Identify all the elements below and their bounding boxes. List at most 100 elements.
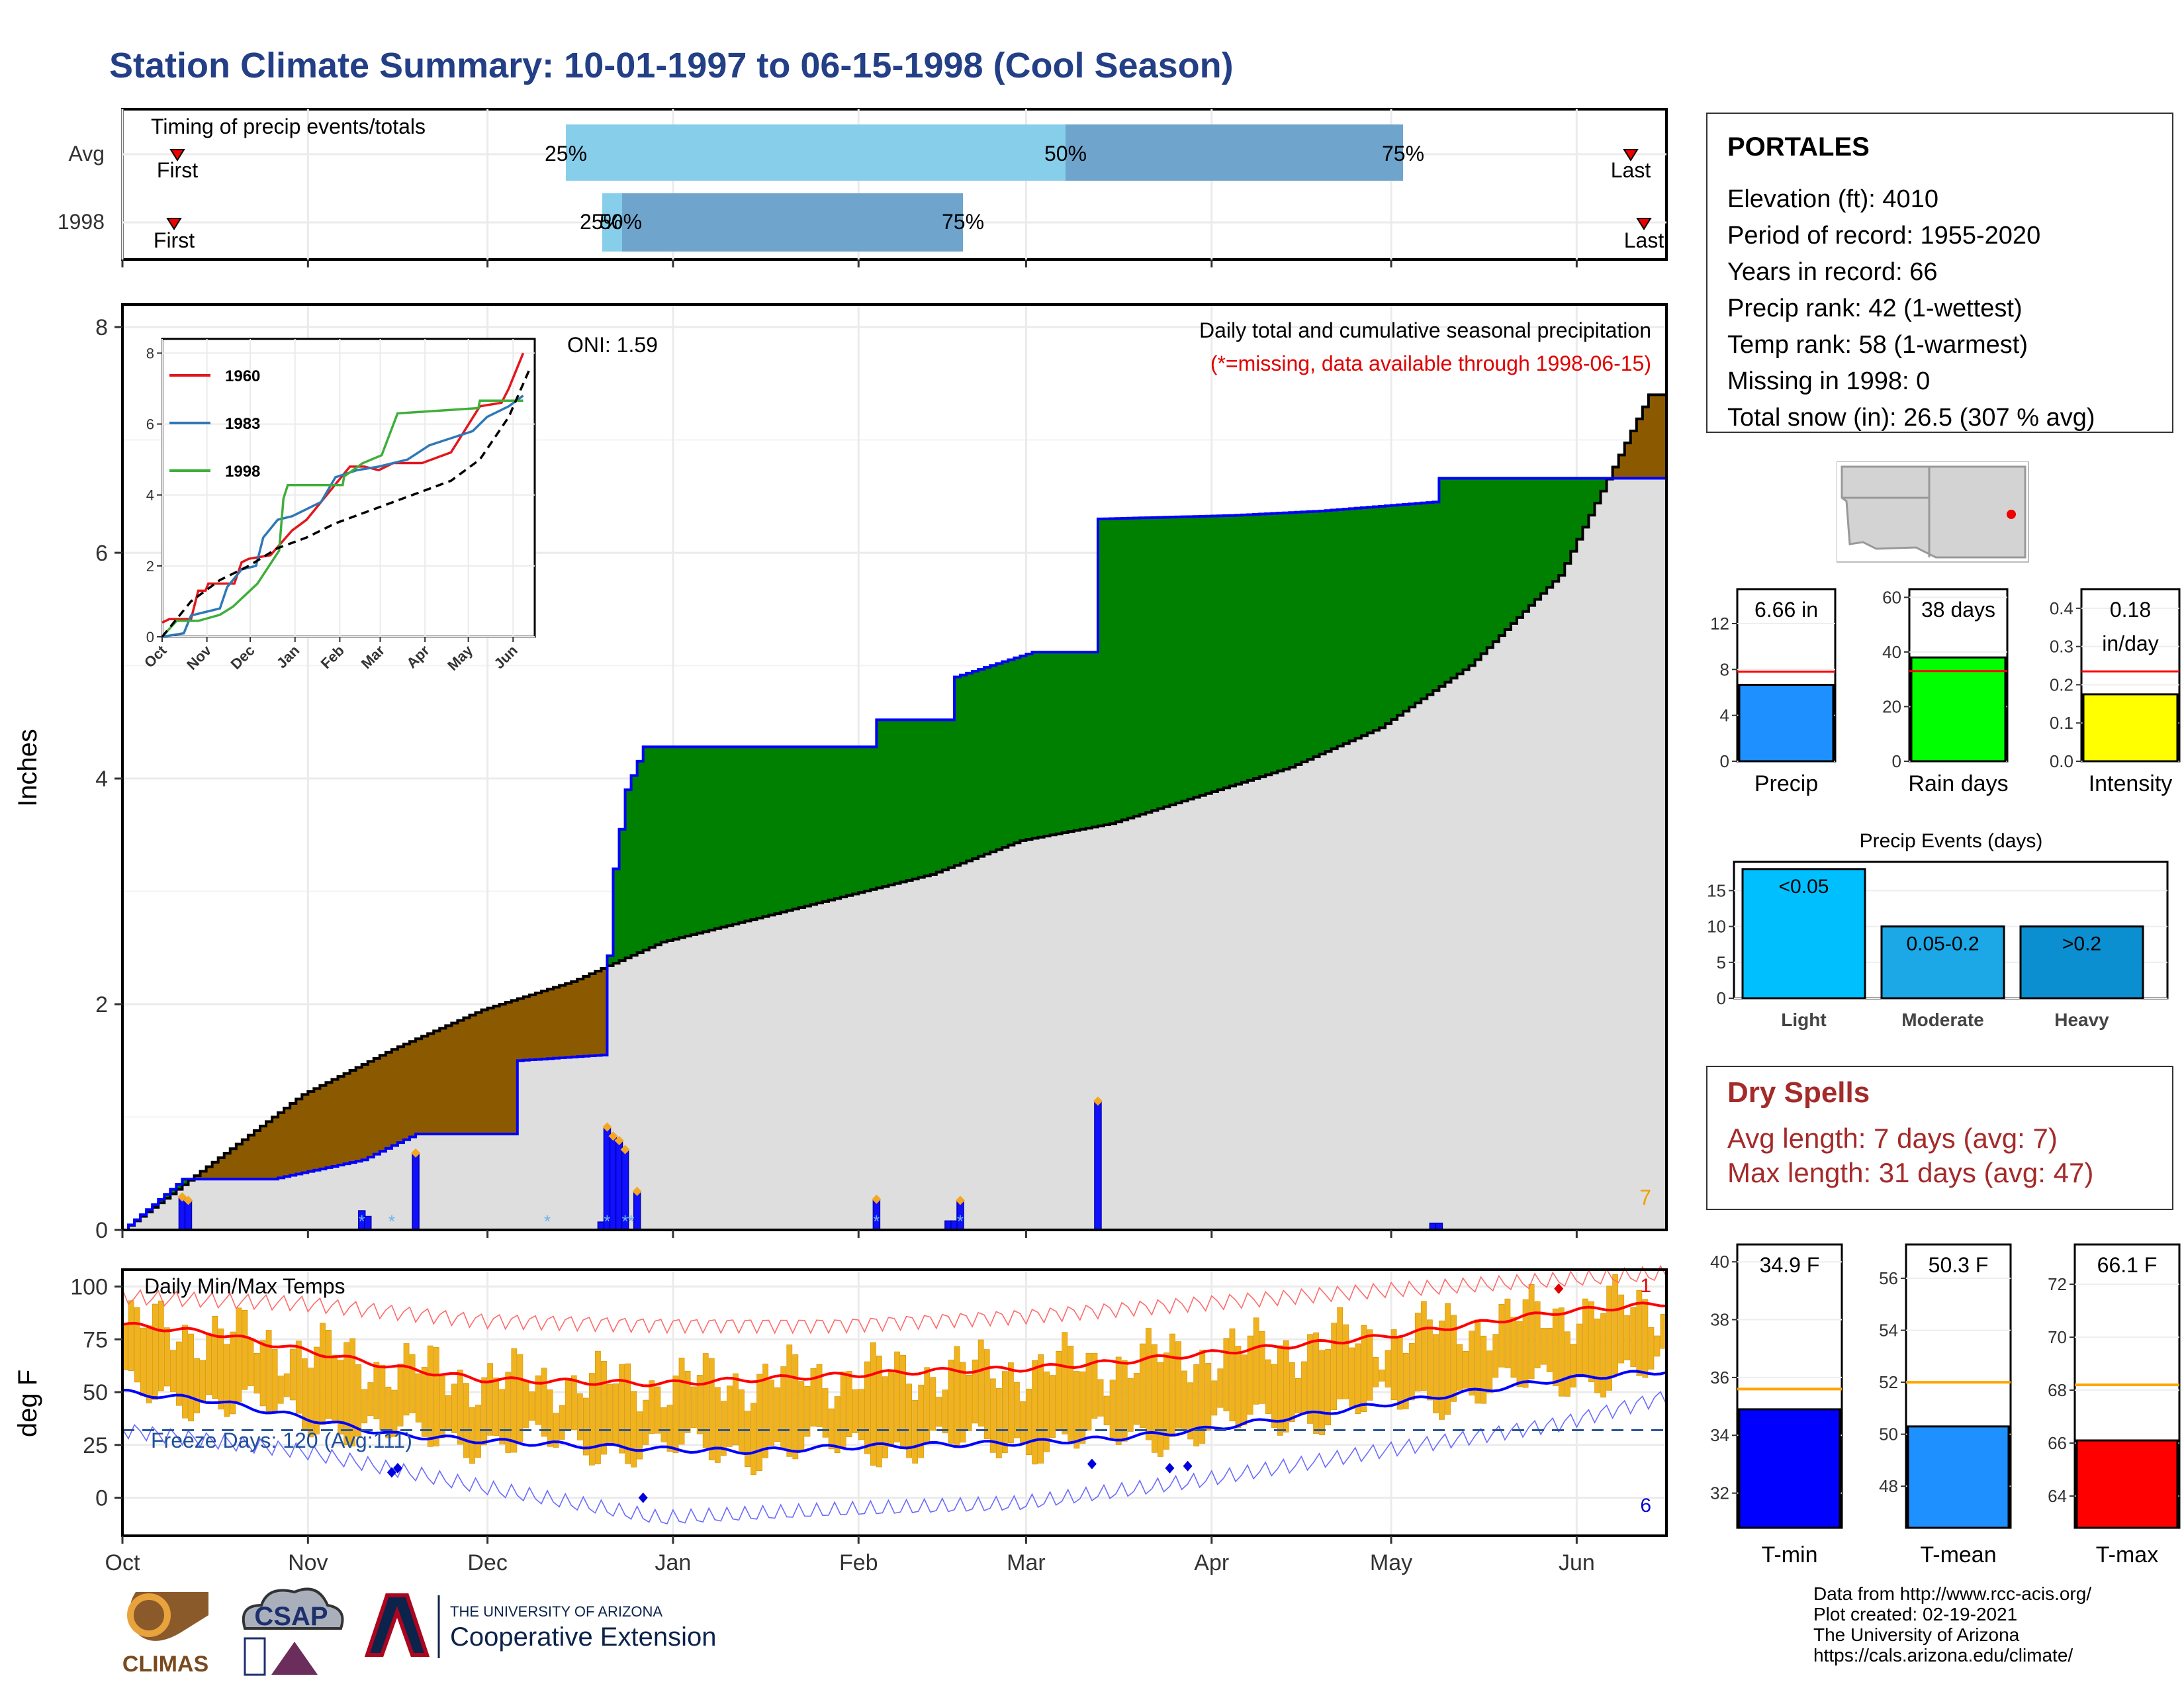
temp-daily-range-bar <box>576 1393 583 1440</box>
snow-marker: * <box>604 1211 610 1231</box>
csap-logo-mountain <box>271 1642 318 1675</box>
temp-daily-range-bar <box>1211 1380 1218 1416</box>
temp-daily-range-bar <box>565 1380 571 1431</box>
temp-daily-range-bar <box>1145 1328 1152 1440</box>
temp-panel: 0 25 50 75 100 Oct Nov Dec Jan Feb Mar Apr May Jun d… <box>13 1264 1668 1575</box>
temp-daily-range-bar <box>289 1348 296 1401</box>
events-ytick-label: 15 <box>1707 880 1726 900</box>
temp-daily-range-bar <box>966 1374 972 1431</box>
summary-ytick-label: 12 <box>1710 614 1729 633</box>
timing-row-avg: Avg <box>68 142 105 165</box>
locator-map-states <box>1841 465 2026 559</box>
temp-daily-range-bar <box>1594 1318 1600 1393</box>
temp-daily-range-bar <box>1205 1363 1212 1431</box>
temp-daily-range-bar <box>373 1362 380 1420</box>
temp-xtick-label: Apr <box>1194 1550 1229 1575</box>
temp-daily-range-bar <box>1020 1401 1026 1444</box>
tempbar-value-label: 50.3 F <box>1929 1253 1989 1277</box>
events-category-label: Moderate <box>1901 1009 1983 1030</box>
temp-daily-range-bar <box>798 1381 805 1451</box>
temp-daily-range-bar <box>1396 1336 1403 1410</box>
temp-daily-range-bar <box>1570 1344 1576 1387</box>
precip-ytick-label: 2 <box>95 992 108 1017</box>
ua-logo-line2: Cooperative Extension <box>450 1622 716 1652</box>
inset-legend-label: 1998 <box>225 463 260 481</box>
inset-ytick-label: 6 <box>146 416 154 433</box>
temp-daily-range-bar <box>128 1300 134 1372</box>
temp-daily-range-bar <box>1420 1301 1427 1391</box>
timing-panel: Timing of precip events/totals Avg 1998 … <box>58 108 1668 267</box>
timing-avg-bar-25-50 <box>566 124 1066 181</box>
temp-daily-range-bar <box>1241 1354 1248 1426</box>
temp-daily-range-bar <box>1283 1340 1289 1432</box>
temp-daily-range-bar <box>469 1407 475 1464</box>
temp-daily-range-bar <box>1445 1303 1451 1415</box>
timing-label: Timing of precip events/totals <box>151 115 426 138</box>
temp-daily-range-bar <box>511 1348 518 1453</box>
temp-daily-range-bar <box>570 1375 577 1430</box>
temp-daily-range-bar <box>828 1408 835 1450</box>
precip-corner-count: 7 <box>1639 1186 1651 1209</box>
temp-daily-range-bar <box>349 1338 356 1446</box>
dry-spells-avg: Avg length: 7 days (avg: 7) <box>1727 1123 2058 1154</box>
temp-daily-range-bar <box>870 1342 876 1466</box>
tempbar-ytick-label: 64 <box>2048 1486 2067 1506</box>
temp-daily-range-bar <box>936 1397 942 1427</box>
temp-daily-range-bar <box>343 1342 350 1446</box>
temp-frame <box>121 1268 1668 1537</box>
temp-daily-range-bar <box>1618 1294 1625 1364</box>
temp-daily-range-bar <box>900 1354 906 1448</box>
temp-daily-range-bar <box>1175 1341 1181 1429</box>
timing-1998-bar-25-50 <box>602 193 622 252</box>
summary-ytick-label: 0.2 <box>2050 675 2073 694</box>
summary-ytick-label: 0.3 <box>2050 637 2073 657</box>
temp-daily-range-bar <box>601 1360 607 1455</box>
temp-daily-range-bar <box>954 1346 960 1448</box>
temp-daily-range-bar <box>1187 1382 1194 1440</box>
temp-daily-range-bar <box>852 1389 858 1433</box>
temp-daily-range-bar <box>1026 1388 1032 1455</box>
snow-marker: * <box>628 1211 635 1231</box>
temp-daily-range-bar <box>1385 1350 1391 1387</box>
precip-ytick-label: 0 <box>95 1218 108 1243</box>
precip-events-title: Precip Events (days) <box>1860 830 2043 852</box>
precip-average-line <box>122 393 1666 1231</box>
inset-legend-label: 1960 <box>225 367 260 385</box>
timing-avg-first-marker <box>169 149 185 162</box>
precip-daily-bar <box>184 1201 193 1231</box>
temp-daily-range-bar <box>505 1372 512 1453</box>
events-ytick-label: 0 <box>1717 988 1726 1008</box>
summary-category-label: Intensity <box>2089 771 2173 796</box>
temp-daily-range-bar <box>1390 1329 1397 1400</box>
events-ytick-label: 10 <box>1707 917 1726 937</box>
temp-daily-range-bar <box>230 1331 236 1415</box>
temp-daily-range-bar <box>1367 1329 1373 1401</box>
ua-cooperative-extension-logo: THE UNIVERSITY OF ARIZONA Cooperative Ex… <box>364 1593 716 1658</box>
temp-daily-range-bar <box>188 1333 194 1422</box>
temp-daily-range-bar <box>619 1364 625 1454</box>
timing-1998-bar-50-75 <box>622 193 963 252</box>
summary-ytick-label: 0.0 <box>2050 751 2073 771</box>
temp-daily-range-bar <box>960 1362 966 1443</box>
precip-daily-marker <box>608 1131 618 1141</box>
temp-daily-range-bar <box>972 1359 978 1424</box>
ua-logo-line1: THE UNIVERSITY OF ARIZONA <box>450 1603 662 1620</box>
temp-record-min-marker <box>1087 1458 1097 1470</box>
temp-daily-range-bar <box>200 1360 206 1401</box>
temp-daily-range-bar <box>553 1413 559 1448</box>
credits: Data from http://www.rcc-acis.org/ Plot … <box>1813 1583 2091 1665</box>
tempbar-bar-t-mean <box>1907 1425 2010 1529</box>
summary-bar-precip <box>1738 684 1835 763</box>
temp-daily-range-bar <box>810 1368 817 1427</box>
temp-daily-range-bar <box>1439 1320 1445 1420</box>
ua-logo-letter <box>364 1593 430 1657</box>
temp-daily-range-bar <box>1199 1349 1206 1444</box>
temp-daily-range-bar <box>1289 1362 1295 1422</box>
tempbar-ytick-label: 38 <box>1710 1310 1729 1330</box>
temp-xtick-label: May <box>1370 1550 1412 1575</box>
temp-daily-range-bar <box>631 1391 637 1468</box>
temp-daily-range-bar <box>415 1373 422 1423</box>
csap-logo-text: CSAP <box>254 1602 328 1631</box>
